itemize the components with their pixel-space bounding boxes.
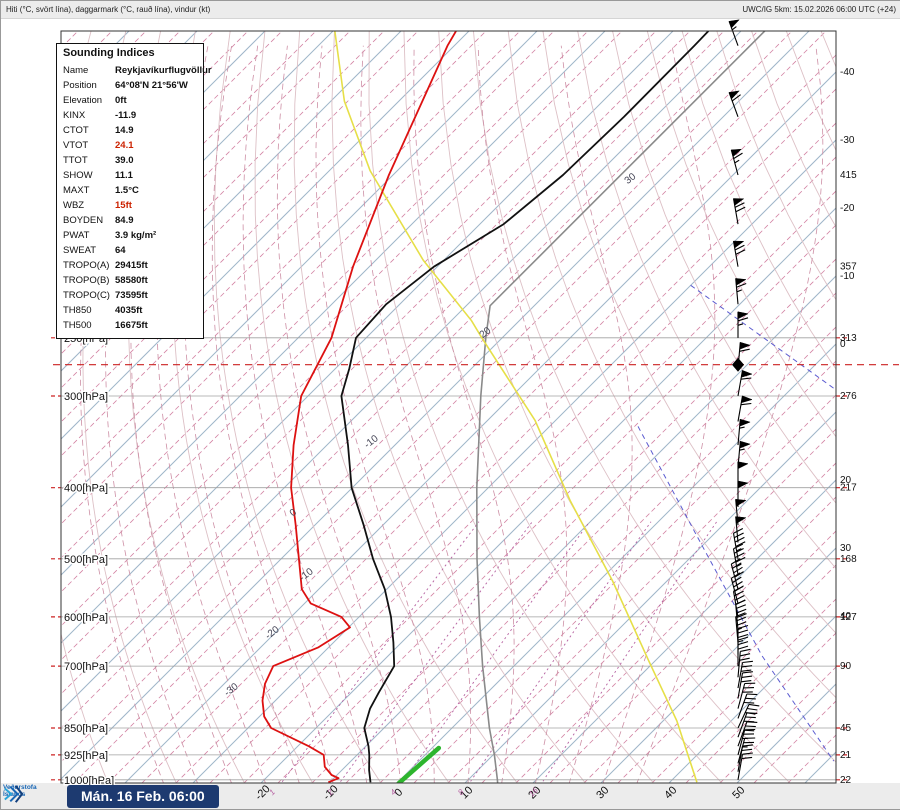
svg-text:-20: -20 — [263, 624, 282, 642]
index-row-BOYDEN: BOYDEN 84.9 — [63, 215, 134, 226]
svg-text:21: 21 — [840, 750, 852, 761]
svg-text:925[hPa]: 925[hPa] — [64, 750, 108, 762]
svg-text:-30: -30 — [222, 681, 241, 699]
chart-legend-label: Hiti (°C, svört lína), daggarmark (°C, r… — [6, 5, 211, 14]
svg-text:217: 217 — [840, 483, 857, 494]
svg-text:127: 127 — [840, 612, 857, 623]
datetime-badge[interactable]: Mán. 16 Feb. 06:00 — [67, 785, 219, 808]
svg-text:400[hPa]: 400[hPa] — [64, 483, 108, 495]
svg-text:-20: -20 — [840, 203, 855, 214]
svg-text:-10: -10 — [362, 433, 381, 451]
model-run-label: UWC/IG 5km: 15.02.2026 06:00 UTC (+24) — [742, 5, 896, 14]
svg-text:300[hPa]: 300[hPa] — [64, 391, 108, 403]
svg-text:40: 40 — [840, 611, 852, 622]
chart-header-bar: Hiti (°C, svört lína), daggarmark (°C, r… — [1, 1, 900, 19]
svg-text:415: 415 — [840, 170, 857, 181]
index-row-TTOT: TTOT 39.0 — [63, 155, 134, 166]
index-row-MAXT: MAXT 1.5°C — [63, 185, 139, 196]
svg-text:2: 2 — [325, 787, 336, 798]
index-row-PWAT: PWAT 3.9 kg/m² — [63, 230, 157, 241]
svg-text:-30: -30 — [840, 135, 855, 146]
index-row-VTOT: VTOT 24.1 — [63, 140, 134, 151]
logo-text: Veðurstofa Íslands — [3, 784, 37, 799]
sounding-indices-panel: Sounding Indices Name Reykjavíkurflugvöll… — [56, 43, 212, 339]
index-row-Name: Name Reykjavíkurflugvöllur — [63, 65, 212, 76]
svg-text:168: 168 — [840, 554, 857, 565]
index-row-TH850: TH850 4035ft — [63, 305, 143, 316]
svg-text:0: 0 — [288, 507, 300, 519]
index-row-CTOT: CTOT 14.9 — [63, 125, 134, 136]
svg-text:1000[hPa]: 1000[hPa] — [64, 775, 114, 787]
svg-text:-10: -10 — [840, 271, 855, 282]
index-row-TH500: TH500 16675ft — [63, 320, 148, 331]
svg-text:20: 20 — [840, 475, 852, 486]
index-row-SHOW: SHOW 11.1 — [63, 170, 133, 181]
index-row-Position: Position 64°08'N 21°56'W — [63, 80, 188, 91]
svg-text:90: 90 — [840, 661, 852, 672]
index-row-Elevation: Elevation 0ft — [63, 95, 127, 106]
svg-text:4: 4 — [389, 787, 399, 797]
svg-text:30: 30 — [840, 543, 852, 554]
indices-rows: Name Reykjavíkurflugvöllur Position 64°08'N… — [63, 63, 212, 333]
index-row-SWEAT: SWEAT 64 — [63, 245, 126, 256]
svg-text:276: 276 — [840, 391, 857, 402]
svg-text:700[hPa]: 700[hPa] — [64, 661, 108, 673]
svg-text:-40: -40 — [840, 67, 855, 78]
indices-title: Sounding Indices — [63, 47, 155, 59]
index-row-WBZ: WBZ 15ft — [63, 200, 132, 211]
svg-text:45: 45 — [840, 723, 852, 734]
svg-text:30: 30 — [623, 171, 639, 187]
index-row-TROPOB: TROPO(B) 58580ft — [63, 275, 148, 286]
svg-text:500[hPa]: 500[hPa] — [64, 554, 108, 566]
svg-text:22: 22 — [840, 775, 852, 786]
svg-text:600[hPa]: 600[hPa] — [64, 612, 108, 624]
logo-arrows-icon — [4, 785, 23, 803]
vedurstofa-logo: Veðurstofa Íslands — [3, 784, 37, 803]
svg-text:850[hPa]: 850[hPa] — [64, 723, 108, 735]
index-row-TROPOC: TROPO(C) 73595ft — [63, 290, 148, 301]
svg-text:0: 0 — [840, 339, 846, 350]
index-row-TROPOA: TROPO(A) 29415ft — [63, 260, 148, 271]
svg-text:357: 357 — [840, 262, 857, 273]
svg-text:313: 313 — [840, 333, 857, 344]
index-row-KINX: KINX -11.9 — [63, 110, 137, 121]
svg-text:1: 1 — [267, 787, 277, 797]
svg-text:8: 8 — [456, 787, 466, 797]
